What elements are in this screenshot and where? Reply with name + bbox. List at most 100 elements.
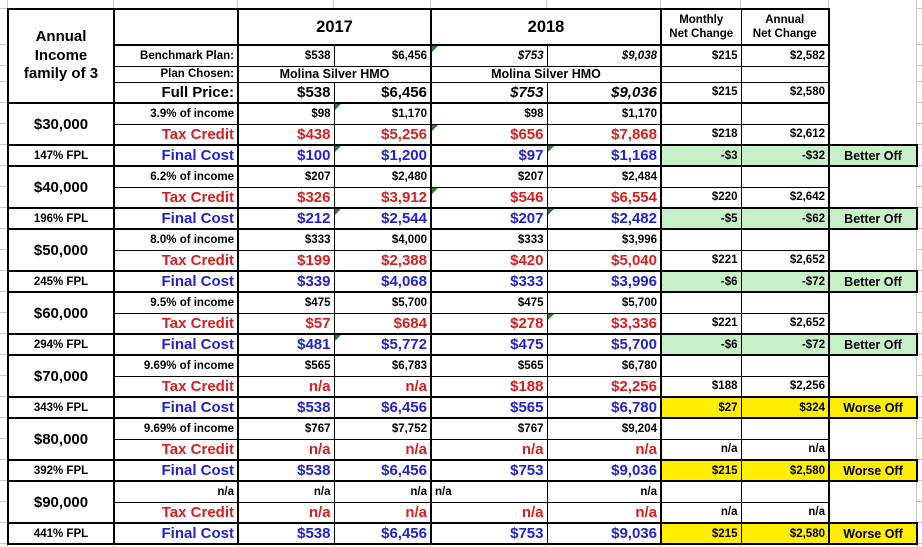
fpl-level-cell[interactable]: 294% FPL — [7, 333, 115, 356]
percent-row-value-cell[interactable] — [660, 417, 742, 440]
benchmark-value-cell[interactable]: $215 — [660, 44, 742, 67]
percent-row-value-cell[interactable]: $98 — [237, 102, 335, 125]
percent-row-value-cell[interactable] — [740, 102, 830, 125]
percent-row-value-cell[interactable]: $1,170 — [546, 102, 662, 125]
row-label-full-price[interactable]: Full Price: — [113, 81, 239, 104]
tax-credit-value-cell[interactable]: $218 — [660, 123, 742, 146]
final-cost-value-cell[interactable]: -$5 — [660, 207, 742, 230]
percent-row-value-cell[interactable]: $7,752 — [333, 417, 432, 440]
full-price-value-cell[interactable]: $538 — [237, 81, 335, 104]
final-cost-value-cell[interactable]: -$3 — [660, 144, 742, 167]
final-cost-value-cell[interactable]: -$6 — [660, 333, 742, 356]
final-cost-value-cell[interactable]: $2,580 — [740, 522, 830, 545]
final-cost-value-cell[interactable]: -$72 — [740, 333, 830, 356]
tax-credit-value-cell[interactable]: $220 — [660, 186, 742, 209]
status-cell[interactable]: Worse Off — [828, 396, 918, 419]
tax-credit-value-cell[interactable]: n/a — [430, 501, 548, 524]
percent-row-value-cell[interactable]: $767 — [430, 417, 548, 440]
blank-cell[interactable] — [740, 65, 830, 83]
income-level-cell[interactable]: $50,000 — [7, 228, 115, 272]
tax-credit-value-cell[interactable]: $2,642 — [740, 186, 830, 209]
plan-name-2018[interactable]: Molina Silver HMO — [430, 65, 662, 83]
tax-credit-value-cell[interactable]: $188 — [660, 375, 742, 398]
tax-credit-value-cell[interactable]: $3,912 — [333, 186, 432, 209]
final-cost-value-cell[interactable]: $481 — [237, 333, 335, 356]
tax-credit-value-cell[interactable]: $5,040 — [546, 249, 662, 272]
tax-credit-value-cell[interactable]: $2,652 — [740, 312, 830, 335]
income-level-cell[interactable]: $60,000 — [7, 291, 115, 335]
percent-row-value-cell[interactable] — [740, 165, 830, 188]
final-cost-value-cell[interactable]: $333 — [430, 270, 548, 293]
percent-row-value-cell[interactable]: $5,700 — [546, 291, 662, 314]
tax-credit-value-cell[interactable]: n/a — [333, 501, 432, 524]
tax-credit-value-cell[interactable]: n/a — [333, 375, 432, 398]
tax-credit-value-cell[interactable]: $656 — [430, 123, 548, 146]
final-cost-value-cell[interactable]: $6,456 — [333, 459, 432, 482]
tax-credit-value-cell[interactable]: $199 — [237, 249, 335, 272]
tax-credit-value-cell[interactable]: $326 — [237, 186, 335, 209]
tax-credit-value-cell[interactable]: n/a — [660, 438, 742, 461]
tax-credit-value-cell[interactable]: $221 — [660, 312, 742, 335]
tax-credit-value-cell[interactable]: $278 — [430, 312, 548, 335]
percent-row-value-cell[interactable]: $5,700 — [333, 291, 432, 314]
final-cost-value-cell[interactable]: $538 — [237, 459, 335, 482]
tax-credit-value-cell[interactable]: $221 — [660, 249, 742, 272]
row-label-percent-of-income[interactable]: 6.2% of income — [113, 165, 239, 188]
percent-row-value-cell[interactable]: $1,170 — [333, 102, 432, 125]
row-label-final-cost[interactable]: Final Cost — [113, 207, 239, 230]
row-label-final-cost[interactable]: Final Cost — [113, 459, 239, 482]
final-cost-value-cell[interactable]: $565 — [430, 396, 548, 419]
tax-credit-value-cell[interactable]: $684 — [333, 312, 432, 335]
final-cost-value-cell[interactable]: $1,200 — [333, 144, 432, 167]
final-cost-value-cell[interactable]: $1,168 — [546, 144, 662, 167]
tax-credit-value-cell[interactable]: n/a — [237, 375, 335, 398]
tax-credit-value-cell[interactable]: $546 — [430, 186, 548, 209]
final-cost-value-cell[interactable]: $2,580 — [740, 459, 830, 482]
row-label-percent-of-income[interactable]: 8.0% of income — [113, 228, 239, 251]
year-2018-header[interactable]: 2018 — [430, 8, 662, 46]
annual-net-change-header[interactable]: Annual Net Change — [740, 8, 830, 46]
row-label-final-cost[interactable]: Final Cost — [113, 270, 239, 293]
row-label-tax-credit[interactable]: Tax Credit — [113, 123, 239, 146]
fpl-level-cell[interactable]: 392% FPL — [7, 459, 115, 482]
percent-row-value-cell[interactable]: $207 — [237, 165, 335, 188]
tax-credit-value-cell[interactable]: n/a — [333, 438, 432, 461]
row-label-percent-of-income[interactable]: 9.69% of income — [113, 417, 239, 440]
plan-name-2017[interactable]: Molina Silver HMO — [237, 65, 432, 83]
tax-credit-value-cell[interactable]: n/a — [546, 501, 662, 524]
row-label-final-cost[interactable]: Final Cost — [113, 396, 239, 419]
full-price-value-cell[interactable]: $2,580 — [740, 81, 830, 104]
income-level-cell[interactable]: $80,000 — [7, 417, 115, 461]
percent-row-value-cell[interactable]: $6,780 — [546, 354, 662, 377]
tax-credit-value-cell[interactable]: n/a — [237, 501, 335, 524]
final-cost-value-cell[interactable]: $324 — [740, 396, 830, 419]
percent-row-value-cell[interactable] — [740, 228, 830, 251]
final-cost-value-cell[interactable]: $97 — [430, 144, 548, 167]
row-label-tax-credit[interactable]: Tax Credit — [113, 249, 239, 272]
fpl-level-cell[interactable]: 245% FPL — [7, 270, 115, 293]
status-cell[interactable]: Better Off — [828, 333, 918, 356]
fpl-level-cell[interactable]: 343% FPL — [7, 396, 115, 419]
row-label-benchmark-plan[interactable]: Benchmark Plan: — [113, 44, 239, 67]
percent-row-value-cell[interactable]: $565 — [430, 354, 548, 377]
final-cost-value-cell[interactable]: -$32 — [740, 144, 830, 167]
income-level-cell[interactable]: $30,000 — [7, 102, 115, 146]
final-cost-value-cell[interactable]: $5,700 — [546, 333, 662, 356]
fpl-level-cell[interactable]: 441% FPL — [7, 522, 115, 545]
row-label-final-cost[interactable]: Final Cost — [113, 333, 239, 356]
final-cost-value-cell[interactable]: $212 — [237, 207, 335, 230]
blank-header-cell[interactable] — [113, 8, 239, 46]
percent-row-value-cell[interactable]: $475 — [430, 291, 548, 314]
percent-row-value-cell[interactable] — [660, 480, 742, 503]
tax-credit-value-cell[interactable]: $7,868 — [546, 123, 662, 146]
tax-credit-value-cell[interactable]: $2,256 — [546, 375, 662, 398]
final-cost-value-cell[interactable]: $100 — [237, 144, 335, 167]
tax-credit-value-cell[interactable]: $2,652 — [740, 249, 830, 272]
percent-row-value-cell[interactable] — [660, 291, 742, 314]
final-cost-value-cell[interactable]: $475 — [430, 333, 548, 356]
percent-row-value-cell[interactable] — [740, 480, 830, 503]
benchmark-value-cell[interactable]: $753 — [430, 44, 548, 67]
tax-credit-value-cell[interactable]: $6,554 — [546, 186, 662, 209]
percent-row-value-cell[interactable]: $4,000 — [333, 228, 432, 251]
percent-row-value-cell[interactable] — [660, 354, 742, 377]
